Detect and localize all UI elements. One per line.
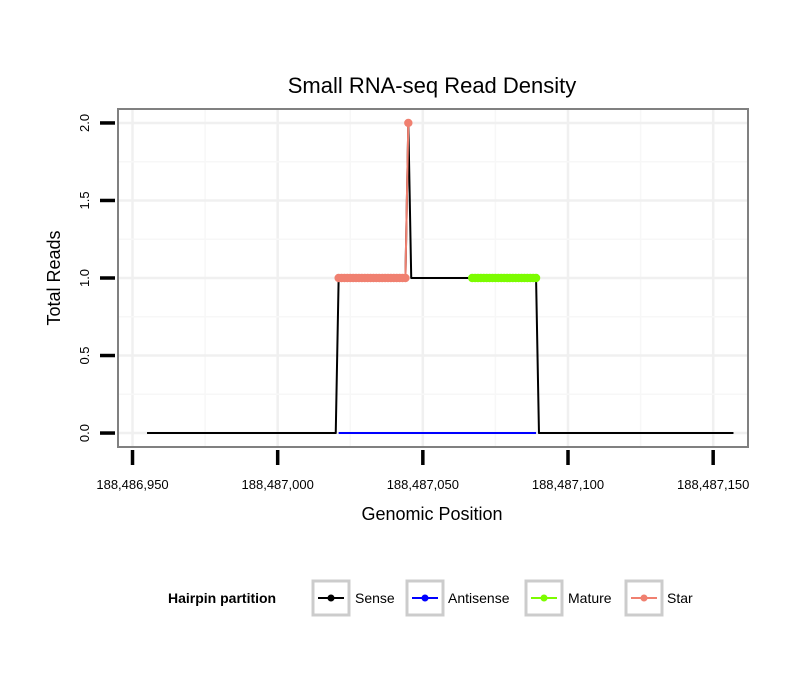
chart-title: Small RNA-seq Read Density (288, 73, 577, 98)
x-tick-label: 188,487,000 (242, 477, 314, 492)
series-star-point (401, 273, 410, 283)
legend-item-star: Star (624, 579, 693, 617)
legend-item-antisense: Antisense (405, 579, 510, 617)
series-mature-point (531, 273, 541, 283)
plot-border (117, 108, 749, 448)
y-tick-label: 1.5 (77, 191, 92, 209)
y-axis-label: Total Reads (44, 230, 64, 325)
legend-key-point-antisense (421, 594, 429, 602)
legend-key-point-star (640, 594, 648, 602)
legend-key-point-mature (540, 594, 548, 602)
legend: Hairpin partition Sense Antisense Mature St… (168, 579, 693, 617)
legend-item-mature: Mature (524, 579, 612, 617)
y-tick-label: 2.0 (77, 114, 92, 132)
legend-key-point-sense (327, 594, 335, 602)
series-layer (147, 118, 734, 435)
legend-label-mature: Mature (568, 590, 612, 606)
x-tick-label: 188,487,100 (532, 477, 604, 492)
y-tick-label: 0.0 (77, 424, 92, 442)
x-tick-label: 188,486,950 (96, 477, 168, 492)
series-star (334, 118, 413, 283)
x-axis: 188,486,950 188,487,000 188,487,050 188,487… (96, 450, 749, 492)
series-star-point (404, 118, 413, 128)
y-tick-label: 0.5 (77, 346, 92, 364)
legend-item-sense: Sense (311, 579, 395, 617)
legend-label-sense: Sense (355, 590, 395, 606)
y-axis: 0.0 0.5 1.0 1.5 2.0 (77, 114, 115, 442)
x-axis-label: Genomic Position (361, 504, 502, 524)
y-tick-label: 1.0 (77, 269, 92, 287)
legend-title: Hairpin partition (168, 590, 276, 606)
x-tick-label: 188,487,050 (387, 477, 459, 492)
series-mature (467, 273, 541, 283)
x-tick-label: 188,487,150 (677, 477, 749, 492)
legend-label-star: Star (667, 590, 693, 606)
legend-label-antisense: Antisense (448, 590, 510, 606)
